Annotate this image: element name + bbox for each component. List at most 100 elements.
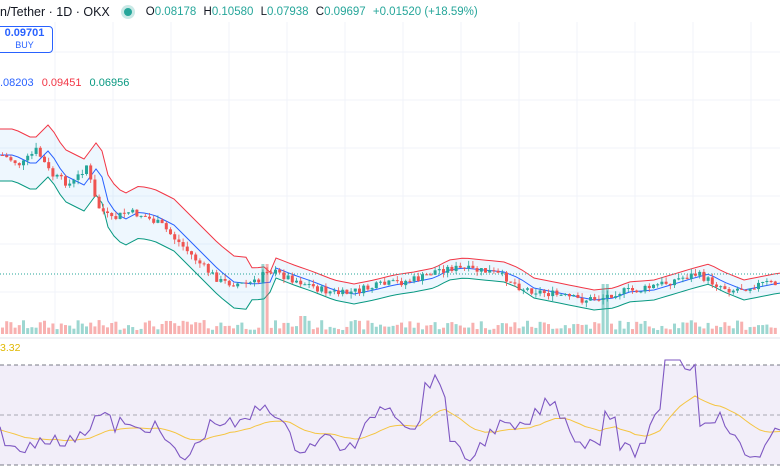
volume-bar xyxy=(521,326,525,334)
candle-body xyxy=(568,293,571,297)
candle-body xyxy=(647,285,651,289)
volume-bar xyxy=(551,328,555,334)
volume-bar xyxy=(652,328,655,334)
candle-body xyxy=(652,284,655,289)
candle-body xyxy=(76,174,80,180)
volume-bar xyxy=(618,320,622,334)
volume-bar xyxy=(559,328,563,334)
volume-bar xyxy=(131,327,135,334)
candle-body xyxy=(152,218,156,223)
volume-bar xyxy=(694,322,697,334)
rsi-ma-line xyxy=(0,395,780,442)
volume-bar xyxy=(274,320,277,334)
candle-body xyxy=(1,155,4,156)
candle-body xyxy=(194,254,198,261)
volume-bar xyxy=(269,327,273,334)
volume-bar xyxy=(290,326,294,334)
volume-bar xyxy=(509,326,513,334)
candle-body xyxy=(710,277,714,285)
volume-bar xyxy=(555,328,559,334)
candle-body xyxy=(702,271,706,281)
candle-body xyxy=(198,260,202,264)
candle-body xyxy=(55,174,59,177)
candle-body xyxy=(488,270,492,273)
volume-bar xyxy=(85,326,88,334)
candle-body xyxy=(345,289,349,294)
volume-bar xyxy=(253,329,256,334)
volume-bar xyxy=(757,325,760,334)
candle-body xyxy=(366,285,370,290)
candle-body xyxy=(43,156,46,163)
buy-label: BUY xyxy=(15,40,34,50)
candle-body xyxy=(773,281,777,286)
candle-body xyxy=(584,300,588,303)
volume-bar xyxy=(353,320,357,334)
volume-bar xyxy=(458,325,462,334)
candle-body xyxy=(761,281,765,283)
candle-body xyxy=(639,291,643,293)
bollinger-legend: .08203 0.09451 0.06956 xyxy=(0,77,134,89)
volume-bar xyxy=(471,322,475,334)
candle-body xyxy=(530,288,534,294)
candle-body xyxy=(257,279,261,283)
candle-body xyxy=(505,272,508,282)
buy-button[interactable]: 0.09701 BUY xyxy=(0,26,53,53)
candle-body xyxy=(353,288,357,292)
candle-body xyxy=(282,272,286,280)
volume-bar xyxy=(689,320,693,334)
candle-body xyxy=(38,147,42,157)
bb-lower-value: 0.06956 xyxy=(89,77,130,89)
volume-bar xyxy=(190,324,193,334)
volume-bar xyxy=(580,324,584,334)
volume-bar xyxy=(605,284,609,334)
volume-bar xyxy=(593,322,597,334)
candle-body xyxy=(101,208,105,212)
candle-body xyxy=(169,229,172,235)
volume-bar xyxy=(467,327,471,334)
candle-body xyxy=(500,272,504,274)
volume-bar xyxy=(198,322,202,334)
candle-body xyxy=(219,278,223,282)
volume-bar xyxy=(542,322,546,334)
volume-bar xyxy=(626,321,630,334)
symbol-title[interactable]: n/Tether · 1D · OKX xyxy=(0,5,110,19)
candle-body xyxy=(400,281,403,286)
volume-bar xyxy=(194,322,198,334)
candle-body xyxy=(563,293,567,295)
volume-bar xyxy=(572,324,576,334)
candle-body xyxy=(752,288,756,290)
volume-bar xyxy=(538,321,542,334)
candle-body xyxy=(370,288,374,290)
candle-body xyxy=(765,280,769,282)
candle-body xyxy=(626,288,630,290)
volume-bar xyxy=(358,320,361,334)
volume-bar xyxy=(160,323,164,334)
volume-bar xyxy=(261,264,265,334)
volume-bar xyxy=(534,327,538,334)
volume-bar xyxy=(723,322,727,334)
candle-body xyxy=(492,270,496,272)
price-change: +0.01520 (+18.59%) xyxy=(372,6,478,18)
candle-body xyxy=(72,179,76,184)
candle-body xyxy=(64,176,67,186)
candle-body xyxy=(421,274,424,281)
volume-bar xyxy=(631,329,634,334)
candle-body xyxy=(26,155,30,161)
candle-body xyxy=(559,294,563,296)
volume-bar xyxy=(479,321,483,334)
candle-body xyxy=(135,209,139,217)
candle-body xyxy=(59,174,63,177)
volume-bar xyxy=(148,320,151,334)
candle-body xyxy=(232,285,235,287)
volume-bar xyxy=(286,322,290,334)
candle-body xyxy=(320,286,324,292)
volume-bar xyxy=(526,320,529,334)
volume-bar xyxy=(282,322,286,334)
candle-body xyxy=(547,293,550,297)
candle-body xyxy=(412,276,416,282)
candle-body xyxy=(248,282,252,284)
volume-bar xyxy=(34,327,38,334)
volume-bar xyxy=(349,321,353,334)
candle-body xyxy=(517,283,521,291)
